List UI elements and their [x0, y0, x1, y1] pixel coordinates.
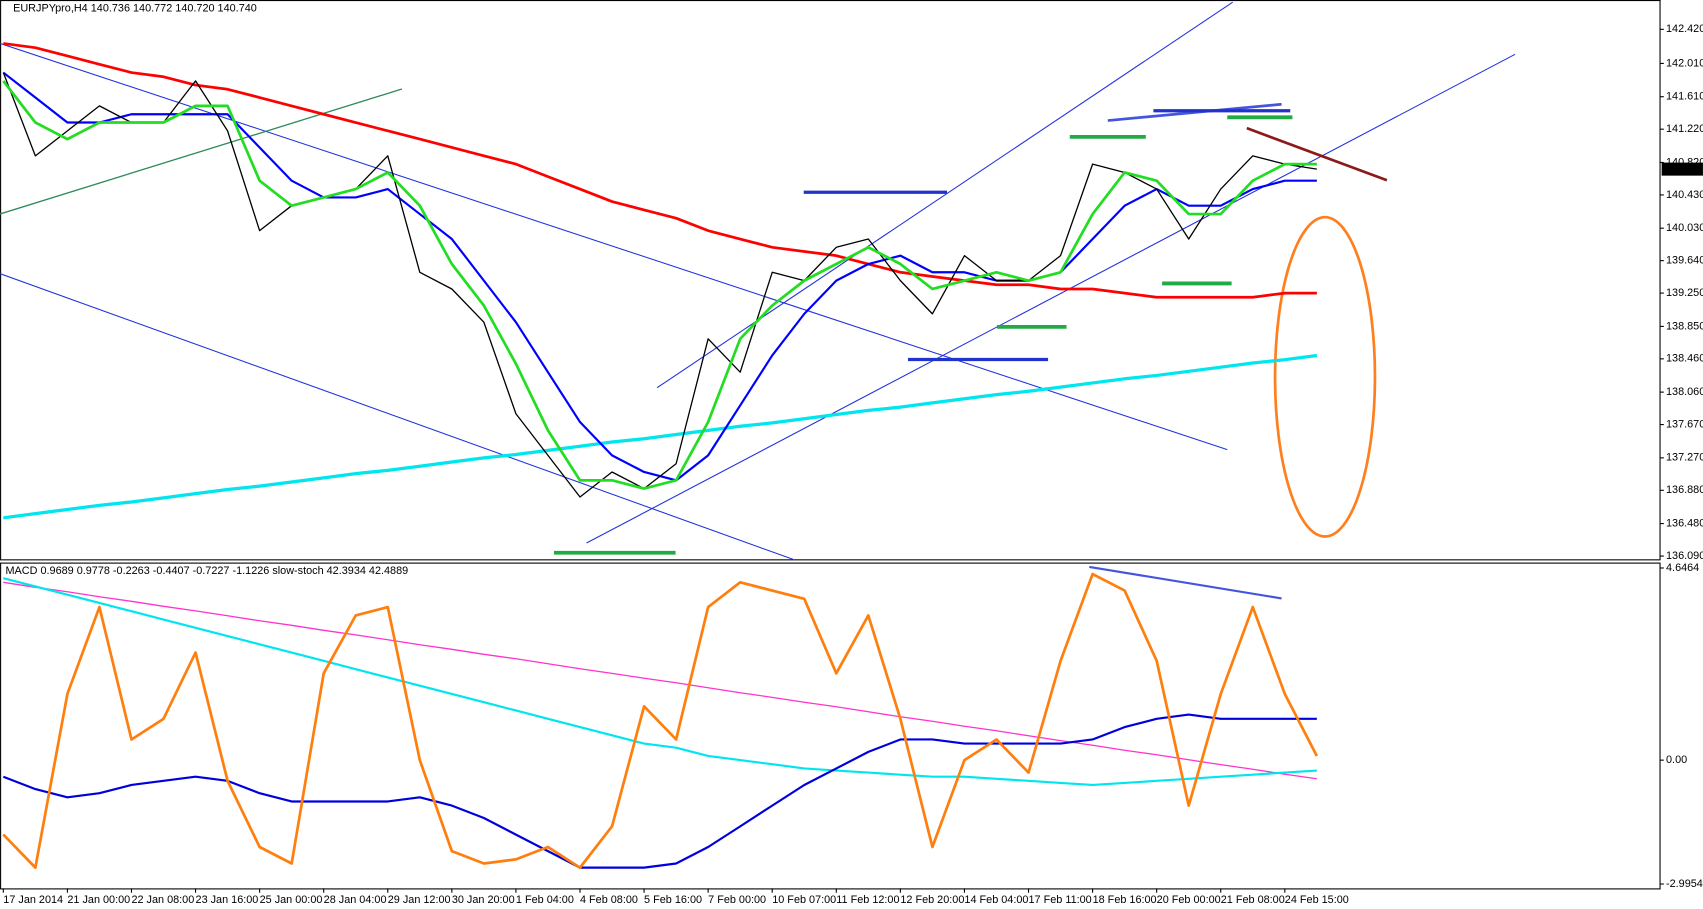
series-line — [2, 72, 1317, 498]
channel-line — [656, 1, 1233, 389]
drawn-objects — [0, 1, 1516, 600]
x-tick-label: 21 Jan 00:00 — [67, 894, 130, 906]
x-tick-label: 17 Jan 2014 — [3, 894, 63, 906]
trend-line — [0, 88, 403, 215]
y-tick-label: 138.850 — [1666, 320, 1703, 332]
x-tick-label: 5 Feb 16:00 — [644, 894, 702, 906]
x-tick-label: 12 Feb 20:00 — [900, 894, 964, 906]
last-price-label: 140.740 — [1664, 163, 1703, 175]
channel-line — [0, 273, 794, 560]
x-tick-label: 20 Feb 00:00 — [1157, 894, 1221, 906]
macd-panel — [0, 562, 1661, 890]
x-tick-label: 22 Jan 08:00 — [131, 894, 194, 906]
x-tick-label: 4 Feb 08:00 — [580, 894, 638, 906]
y-tick-label: 140.030 — [1666, 222, 1703, 234]
trend-line — [1246, 126, 1388, 182]
series-line — [2, 572, 1319, 869]
x-tick-label: 14 Feb 04:00 — [964, 894, 1028, 906]
series-line — [3, 577, 1317, 787]
y-tick-label: -2.9954 — [1666, 878, 1703, 890]
x-tick-label: 30 Jan 20:00 — [452, 894, 515, 906]
channel-line — [586, 53, 1516, 544]
y-tick-label: 0.00 — [1666, 754, 1687, 766]
price-panel — [0, 0, 1661, 561]
y-tick-label: 136.480 — [1666, 517, 1703, 529]
y-tick-label: 136.880 — [1666, 484, 1703, 496]
highlight-ellipse — [1273, 215, 1377, 538]
x-tick-label: 11 Feb 12:00 — [836, 894, 899, 906]
channel-line — [0, 42, 1228, 451]
series-line — [3, 581, 1317, 780]
series-line — [2, 713, 1317, 869]
x-tick-label: 25 Jan 00:00 — [260, 894, 323, 906]
x-tick-label: 10 Feb 07:00 — [772, 894, 836, 906]
y-tick-label: 138.060 — [1666, 386, 1703, 398]
x-tick-label: 24 Feb 15:00 — [1285, 894, 1349, 906]
y-tick-label: 137.670 — [1666, 418, 1703, 430]
x-tick-label: 23 Jan 16:00 — [196, 894, 259, 906]
x-tick-label: 18 Feb 16:00 — [1093, 894, 1157, 906]
last-price-box — [1661, 162, 1703, 176]
series-line — [3, 42, 1317, 299]
x-tick-label: 28 Jan 04:00 — [324, 894, 387, 906]
x-tick-label: 29 Jan 12:00 — [388, 894, 451, 906]
y-tick-label: 137.270 — [1666, 452, 1703, 464]
y-tick-label: 141.610 — [1666, 91, 1703, 103]
y-tick-label: 139.640 — [1666, 255, 1703, 267]
y-tick-label: 139.250 — [1666, 287, 1703, 299]
y-tick-label: 4.6464 — [1666, 562, 1699, 574]
macd-header: MACD 0.9689 0.9778 -0.2263 -0.4407 -0.72… — [5, 565, 408, 577]
y-tick-label: 142.420 — [1666, 23, 1703, 35]
x-tick-label: 7 Feb 00:00 — [708, 894, 766, 906]
y-tick-label: 142.010 — [1666, 57, 1703, 69]
series-line — [3, 353, 1318, 520]
y-tick-label: 138.460 — [1666, 353, 1703, 365]
divergence-line — [1089, 565, 1282, 600]
series-line — [2, 80, 1317, 490]
x-tick-label: 17 Feb 11:00 — [1029, 894, 1092, 906]
y-tick-label: 140.430 — [1666, 189, 1703, 201]
y-tick-label: 136.090 — [1666, 550, 1703, 562]
x-tick-label: 1 Feb 04:00 — [516, 894, 574, 906]
x-tick-label: 21 Feb 08:00 — [1221, 894, 1285, 906]
price-header: EURJPYpro,H4 140.736 140.772 140.720 140… — [13, 3, 257, 15]
y-tick-label: 141.220 — [1666, 123, 1703, 135]
